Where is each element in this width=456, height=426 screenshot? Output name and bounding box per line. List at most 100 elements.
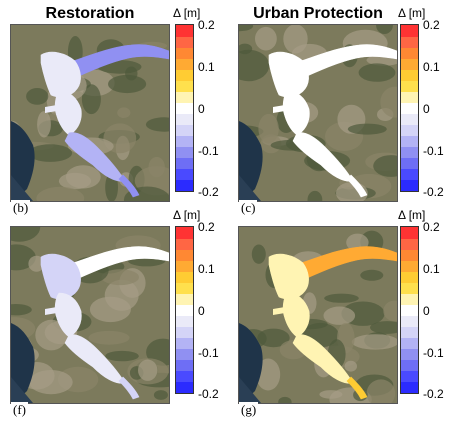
colorbar-segment bbox=[176, 348, 193, 361]
colorbar-segment bbox=[176, 69, 193, 81]
colorbar-segment bbox=[401, 146, 418, 159]
cbar-tick-b-4: -0.1 bbox=[198, 144, 219, 158]
cbar-tick-f-3: 0 bbox=[198, 304, 205, 318]
colorbar-b bbox=[175, 24, 194, 192]
colorbar-segment bbox=[401, 293, 418, 305]
colorbar-segment bbox=[176, 238, 193, 250]
colorbar-segment bbox=[176, 157, 193, 170]
colorbar-segment bbox=[401, 326, 418, 339]
colorbar-label-g: Δ [m] bbox=[398, 208, 426, 222]
colorbar-segment bbox=[401, 238, 418, 250]
terrain-patch bbox=[351, 334, 397, 350]
terrain-patch bbox=[153, 390, 168, 400]
colorbar-segment bbox=[176, 271, 193, 283]
terrain-patch bbox=[358, 63, 396, 82]
colorbar-segment bbox=[401, 370, 418, 383]
cbar-tick-g-1: 0.2 bbox=[423, 220, 440, 234]
colorbar-segment bbox=[176, 282, 193, 294]
bay-region-north-strait bbox=[300, 246, 397, 280]
colorbar-segment bbox=[176, 260, 193, 272]
cbar-tick-b-3: 0 bbox=[198, 102, 205, 116]
colorbar-segment bbox=[176, 227, 193, 239]
colorbar-g bbox=[400, 226, 419, 394]
cbar-tick-c-4: -0.1 bbox=[423, 144, 444, 158]
colorbar-segment bbox=[401, 36, 418, 48]
colorbar-label-b: Δ [m] bbox=[173, 6, 201, 20]
cbar-tick-c-1: 0.2 bbox=[423, 18, 440, 32]
colorbar-segment bbox=[401, 102, 418, 115]
panel-label-f: (f) bbox=[11, 402, 28, 418]
colorbar-segment bbox=[176, 80, 193, 92]
terrain-patch bbox=[283, 25, 308, 54]
colorbar-segment bbox=[176, 381, 193, 393]
terrain-patch bbox=[26, 88, 49, 105]
terrain-patch bbox=[138, 359, 158, 381]
terrain-patch bbox=[239, 49, 270, 82]
terrain-patch bbox=[58, 172, 92, 190]
colorbar-segment bbox=[401, 157, 418, 170]
colorbar-label-c: Δ [m] bbox=[398, 6, 426, 20]
cbar-tick-g-3: 0 bbox=[423, 304, 430, 318]
cbar-tick-g-5: -0.2 bbox=[423, 387, 444, 401]
terrain-patch bbox=[37, 111, 51, 138]
colorbar-segment bbox=[401, 58, 418, 70]
colorbar-segment bbox=[401, 381, 418, 393]
terrain-patch bbox=[347, 123, 387, 135]
colorbar-label-f: Δ [m] bbox=[173, 208, 201, 222]
bay-region-north-strait bbox=[300, 44, 397, 78]
colorbar-segment bbox=[401, 260, 418, 272]
terrain-patch bbox=[239, 25, 254, 32]
title-urban-protection: Urban Protection bbox=[253, 5, 383, 22]
colorbar-segment bbox=[401, 47, 418, 59]
ocean-shelf bbox=[11, 175, 33, 201]
cbar-tick-b-5: -0.2 bbox=[198, 185, 219, 199]
colorbar-segment bbox=[176, 337, 193, 350]
cbar-tick-g-2: 0.1 bbox=[423, 262, 440, 276]
bay-region-far-south-channel bbox=[346, 174, 368, 198]
bay-region-north-bay bbox=[40, 51, 81, 98]
bay-region-far-south-channel bbox=[118, 174, 140, 198]
terrain-patch bbox=[257, 328, 290, 348]
colorbar-segment bbox=[401, 282, 418, 294]
panel-label-b: (b) bbox=[11, 200, 31, 216]
terrain-patch bbox=[324, 293, 359, 303]
colorbar-segment bbox=[401, 113, 418, 126]
terrain-patch bbox=[145, 117, 169, 132]
colorbar-segment bbox=[401, 359, 418, 372]
terrain-patch bbox=[258, 113, 279, 144]
ocean bbox=[239, 121, 263, 201]
terrain-patch bbox=[360, 269, 384, 281]
golden-gate-strait bbox=[273, 307, 285, 315]
colorbar-segment bbox=[401, 135, 418, 148]
terrain-patch bbox=[255, 26, 277, 51]
terrain-patch bbox=[370, 321, 397, 334]
colorbar-segment bbox=[176, 315, 193, 328]
terrain-patch bbox=[11, 227, 41, 242]
golden-gate-strait bbox=[45, 307, 57, 315]
cbar-tick-c-2: 0.1 bbox=[423, 60, 440, 74]
terrain-patch bbox=[101, 269, 139, 286]
colorbar-segment bbox=[401, 25, 418, 37]
colorbar-segment bbox=[401, 124, 418, 137]
colorbar-segment bbox=[176, 124, 193, 137]
colorbar-segment bbox=[401, 315, 418, 328]
cbar-tick-f-4: -0.1 bbox=[198, 346, 219, 360]
colorbar-segment bbox=[176, 249, 193, 261]
terrain-patch bbox=[105, 350, 139, 362]
cbar-tick-b-2: 0.1 bbox=[198, 60, 215, 74]
colorbar-segment bbox=[176, 113, 193, 126]
panel-label-c: (c) bbox=[239, 200, 258, 216]
colorbar-segment bbox=[176, 304, 193, 317]
colorbar-segment bbox=[401, 91, 418, 103]
bay-region-far-south-channel bbox=[118, 376, 140, 400]
bay-map-f bbox=[11, 227, 169, 403]
map-panel-g bbox=[238, 226, 398, 404]
map-panel-c bbox=[238, 24, 398, 202]
terrain-patch bbox=[307, 190, 323, 201]
ocean-shelf bbox=[239, 175, 261, 201]
terrain-patch bbox=[366, 379, 396, 403]
cbar-tick-f-1: 0.2 bbox=[198, 220, 215, 234]
terrain-patch bbox=[323, 306, 356, 325]
terrain-patch bbox=[108, 74, 147, 94]
terrain-patch bbox=[28, 255, 45, 272]
